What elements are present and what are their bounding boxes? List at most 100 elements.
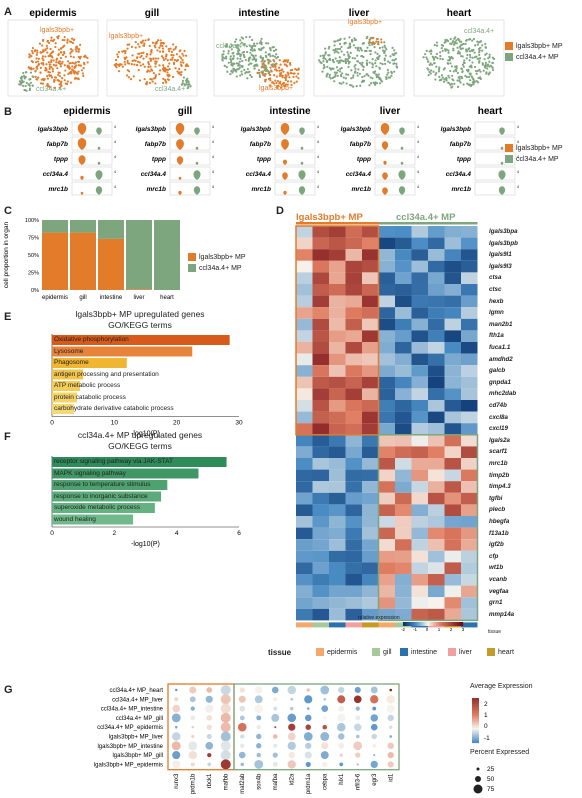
- umap-point: [459, 81, 462, 84]
- tissue-legend-title: tissue: [268, 648, 292, 657]
- umap-point: [453, 37, 456, 40]
- umap-point: [67, 60, 70, 63]
- heatmap-cell: [428, 365, 445, 377]
- avg-color-bar: [472, 740, 479, 742]
- dot: [355, 752, 361, 758]
- umap-point: [48, 67, 51, 71]
- dot: [205, 695, 213, 703]
- umap-point: [248, 35, 251, 38]
- umap-point: [322, 57, 325, 60]
- umap-point: [63, 74, 66, 77]
- heatmap-cell: [296, 272, 313, 284]
- umap-point: [60, 51, 63, 54]
- umap-point: [50, 74, 53, 77]
- umap-point: [333, 75, 336, 78]
- violin-gene-label: lgals3bpb: [441, 126, 471, 133]
- heatmap-cell: [411, 539, 428, 551]
- umap-point: [239, 39, 242, 42]
- heatmap-cell: [362, 492, 379, 505]
- dot-col-label: hlx1: [339, 773, 345, 785]
- heatmap-cell: [312, 585, 329, 598]
- umap-point: [261, 58, 264, 62]
- heatmap-cell: [428, 272, 445, 284]
- dot-box-ccl: [233, 683, 400, 771]
- heatmap-cell: [428, 446, 445, 458]
- umap-point: [54, 45, 57, 49]
- umap-point: [434, 55, 437, 59]
- heatmap-cell: [395, 411, 412, 424]
- umap-point: [164, 80, 167, 83]
- umap-point: [235, 44, 238, 47]
- umap-point: [38, 42, 42, 45]
- umap-point: [162, 50, 165, 53]
- umap-point: [488, 72, 491, 75]
- umap-point: [385, 77, 388, 81]
- heatmap-cell: [444, 539, 461, 551]
- umap-point: [383, 57, 386, 60]
- umap-point: [50, 39, 53, 42]
- violin-gene-label: lgals3bpb: [241, 126, 271, 133]
- heatmap-cell: [362, 284, 379, 296]
- umap-point: [272, 58, 275, 62]
- heatmap-cell: [312, 539, 329, 551]
- heatmap-cell: [428, 434, 445, 447]
- heatmap-cell: [395, 226, 412, 238]
- heatmap-cell: [296, 458, 313, 470]
- color-scale-bar: [455, 622, 458, 626]
- umap-point: [185, 54, 188, 57]
- umap-point: [332, 48, 335, 52]
- pct-tick: 75: [487, 786, 495, 793]
- dot: [389, 725, 393, 729]
- umap-point: [223, 64, 226, 67]
- bar-lgals-intestine: [98, 238, 124, 290]
- heatmap-cell: [395, 249, 412, 261]
- tissue-legend-label: liver: [459, 648, 472, 656]
- umap-point: [369, 53, 372, 56]
- umap-point: [368, 44, 371, 47]
- umap-point: [59, 57, 63, 60]
- go-bar: [52, 392, 77, 403]
- umap-point: [340, 82, 343, 85]
- avg-color-bar: [472, 729, 479, 732]
- umap-point: [22, 84, 25, 87]
- heatmap-cell: [444, 608, 461, 621]
- heatmap-cell: [444, 272, 461, 284]
- avg-color-bar: [472, 699, 479, 702]
- heatmap-cell: [411, 469, 428, 482]
- umap-point: [24, 88, 27, 92]
- umap-point: [344, 77, 348, 80]
- umap-point: [293, 81, 296, 85]
- heatmap-cell: [362, 400, 379, 412]
- dot-row-label: ccl34a.4+ MP_intestine: [101, 707, 164, 713]
- color-scale-bar: [442, 622, 444, 626]
- umap-point: [230, 70, 233, 73]
- heatmap-cell: [312, 365, 329, 377]
- umap-point: [235, 38, 238, 41]
- heatmap-cell: [444, 574, 461, 586]
- heatmap-cell: [329, 307, 346, 319]
- umap-point: [365, 59, 369, 62]
- umap-point: [365, 63, 369, 67]
- dot: [337, 722, 346, 732]
- umap-point: [180, 70, 183, 74]
- umap-point: [449, 37, 452, 41]
- heatmap-cell: [296, 562, 313, 574]
- violin-row-frame: [374, 151, 416, 166]
- dot-col-label: prdm1a: [306, 773, 312, 794]
- umap-point: [425, 49, 428, 53]
- heatmap-cell: [395, 481, 412, 493]
- umap-point: [379, 77, 382, 80]
- dot: [338, 742, 345, 749]
- umap-point: [345, 82, 348, 85]
- umap-point: [343, 53, 346, 56]
- dot: [272, 761, 278, 767]
- dot: [256, 715, 262, 721]
- umap-point: [335, 71, 338, 74]
- dot: [220, 694, 231, 705]
- umap-point: [240, 53, 243, 56]
- umap-point: [338, 81, 341, 85]
- umap-point: [262, 61, 265, 64]
- umap-point: [351, 56, 354, 60]
- umap-point: [63, 39, 66, 42]
- heatmap-cell: [461, 284, 478, 296]
